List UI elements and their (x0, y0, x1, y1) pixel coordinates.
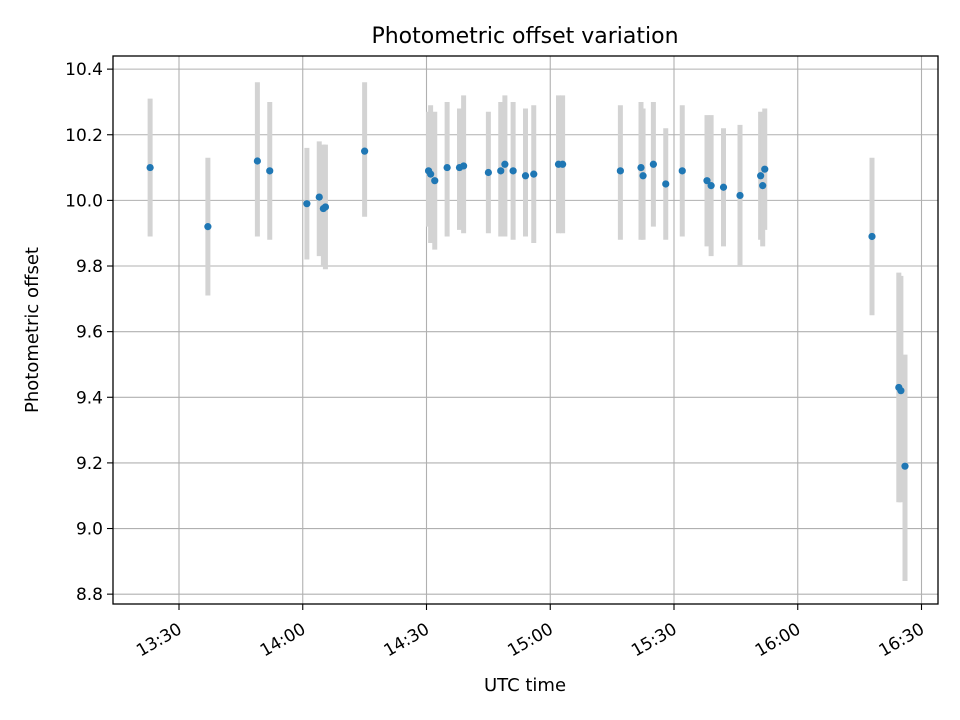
x-axis-label: UTC time (484, 675, 566, 696)
y-tick-label: 9.6 (76, 323, 103, 343)
data-point (431, 177, 439, 185)
data-point (497, 167, 505, 175)
data-point (501, 160, 509, 168)
data-point (736, 191, 744, 200)
plot-frame (112, 55, 939, 605)
data-point (321, 203, 330, 211)
chart-title: Photometric offset variation (371, 24, 678, 49)
y-axis-ticks: 8.8 9.0 9.2 9.4 9.6 9.8 10.0 10.2 10.4 (65, 60, 113, 605)
data-point (361, 147, 369, 155)
y-tick-label: 8.8 (76, 585, 103, 605)
y-tick-label: 10.4 (65, 60, 103, 80)
data-point (427, 170, 435, 178)
y-tick-label: 9.4 (76, 388, 103, 408)
data-point (303, 200, 311, 208)
y-tick-label: 10.0 (65, 191, 103, 211)
data-point (204, 223, 212, 231)
data-point (678, 167, 686, 175)
data-point (662, 180, 670, 188)
y-tick-label: 9.0 (76, 520, 103, 540)
data-point (530, 170, 538, 178)
data-point (707, 182, 715, 190)
data-point (649, 160, 657, 168)
data-point (757, 172, 765, 180)
data-point (761, 165, 769, 173)
data-point (484, 168, 492, 177)
y-axis-label: Photometric offset (22, 247, 43, 413)
data-point (266, 167, 274, 175)
data-point (639, 172, 647, 180)
data-point (443, 163, 451, 172)
data-point (559, 160, 567, 168)
y-tick-label: 10.2 (65, 126, 103, 146)
y-tick-label: 9.2 (76, 454, 103, 474)
data-point (637, 163, 645, 172)
data-point (509, 167, 517, 175)
data-points (146, 147, 909, 470)
data-point (253, 157, 261, 165)
data-point (616, 167, 624, 175)
data-point (460, 162, 468, 170)
data-point (146, 163, 154, 172)
y-tick-label: 9.8 (76, 257, 103, 277)
data-point (521, 172, 530, 180)
data-point (719, 183, 728, 191)
data-point (901, 462, 909, 470)
data-point (703, 177, 711, 185)
data-point (897, 387, 905, 395)
data-point (759, 182, 767, 190)
data-point (315, 193, 323, 201)
data-point (868, 232, 876, 241)
